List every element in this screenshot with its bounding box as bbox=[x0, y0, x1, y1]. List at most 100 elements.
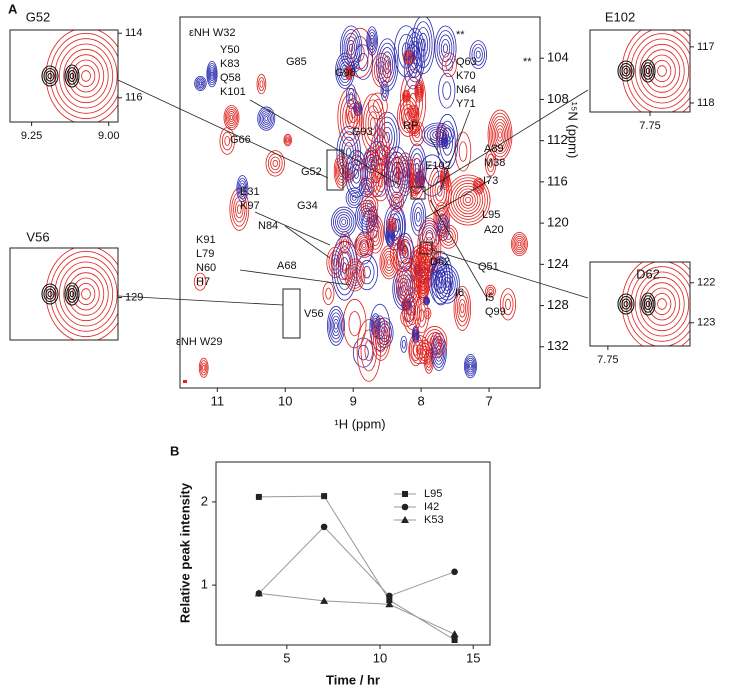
contour bbox=[423, 296, 430, 306]
contour bbox=[345, 36, 357, 60]
contour bbox=[374, 315, 386, 340]
contour bbox=[623, 67, 629, 75]
contour bbox=[493, 122, 507, 148]
contour bbox=[412, 168, 421, 190]
contour bbox=[414, 332, 417, 337]
contour bbox=[224, 107, 239, 129]
contour bbox=[333, 209, 355, 235]
contour bbox=[332, 258, 338, 267]
contour bbox=[41, 283, 59, 305]
contour bbox=[81, 70, 91, 82]
contour bbox=[378, 334, 384, 344]
contour bbox=[373, 322, 389, 357]
contour bbox=[414, 129, 420, 139]
contour bbox=[492, 118, 508, 152]
marker bbox=[450, 630, 459, 638]
x-tick-label: 10 bbox=[278, 393, 292, 408]
contour bbox=[485, 284, 496, 298]
contours bbox=[617, 262, 690, 346]
contour bbox=[437, 348, 441, 356]
peak-label: I5 bbox=[485, 292, 494, 304]
leader-line bbox=[431, 249, 589, 299]
contour bbox=[417, 217, 442, 277]
contour bbox=[623, 300, 629, 308]
contour bbox=[337, 161, 346, 181]
contour bbox=[442, 277, 452, 291]
contour bbox=[353, 44, 374, 80]
contour bbox=[196, 78, 205, 89]
contour bbox=[645, 300, 651, 308]
contour bbox=[352, 271, 358, 279]
marker bbox=[320, 523, 328, 531]
marker bbox=[254, 589, 263, 597]
contour bbox=[54, 38, 118, 114]
contour bbox=[392, 167, 402, 189]
plot-frame bbox=[589, 261, 691, 347]
contour bbox=[657, 65, 667, 77]
contour bbox=[386, 216, 397, 233]
contour bbox=[201, 362, 207, 374]
contour bbox=[387, 218, 396, 231]
peak-label: K83 bbox=[220, 58, 240, 70]
contour bbox=[349, 92, 354, 101]
peak-label: RP bbox=[403, 120, 418, 132]
contour bbox=[416, 211, 421, 222]
contour bbox=[264, 116, 269, 121]
contour bbox=[434, 132, 442, 138]
peak-label: G98 bbox=[335, 67, 356, 79]
contour bbox=[448, 177, 488, 223]
peak-label: K91 bbox=[196, 234, 216, 246]
contour bbox=[81, 288, 91, 300]
contour bbox=[407, 301, 417, 321]
peak-label: K101 bbox=[220, 86, 246, 98]
contour bbox=[439, 120, 456, 163]
contour bbox=[375, 173, 386, 193]
contour bbox=[516, 239, 523, 249]
contour bbox=[342, 262, 348, 274]
peak-label: L95 bbox=[482, 209, 500, 221]
contour bbox=[348, 103, 358, 124]
peak-label: G93 bbox=[352, 126, 373, 138]
contour bbox=[328, 309, 344, 343]
contour bbox=[385, 256, 393, 269]
contour bbox=[338, 164, 345, 178]
contour bbox=[41, 65, 59, 87]
contour bbox=[440, 273, 454, 295]
contour bbox=[434, 264, 460, 304]
contour bbox=[450, 180, 486, 220]
contour bbox=[385, 208, 404, 246]
contour bbox=[270, 156, 281, 171]
contour bbox=[502, 293, 514, 316]
inset-title: V56 bbox=[26, 229, 49, 244]
peak-label: ** bbox=[523, 56, 532, 68]
contour bbox=[368, 32, 376, 50]
plot-frame bbox=[9, 29, 119, 123]
contour bbox=[498, 131, 502, 139]
contour bbox=[342, 298, 367, 349]
contour bbox=[371, 226, 380, 243]
contour bbox=[257, 106, 276, 131]
leader-line bbox=[429, 199, 489, 301]
legend-marker bbox=[401, 503, 409, 511]
series-line bbox=[258, 495, 455, 641]
contour bbox=[402, 287, 422, 335]
contour bbox=[384, 253, 395, 272]
contour bbox=[431, 338, 438, 346]
contour bbox=[402, 89, 411, 103]
contour bbox=[196, 277, 204, 287]
contour bbox=[466, 357, 475, 375]
peak-label: Q63 bbox=[456, 56, 477, 68]
y-axis-label: ¹⁵N (ppm) bbox=[566, 102, 581, 159]
peak-label: εNH W32 bbox=[189, 27, 235, 39]
contour bbox=[377, 42, 397, 88]
contour bbox=[422, 326, 448, 359]
peak-label: I73 bbox=[483, 175, 498, 187]
contour bbox=[193, 272, 207, 291]
contour bbox=[438, 213, 445, 226]
peak-label: G66 bbox=[230, 134, 251, 146]
contour bbox=[360, 193, 379, 218]
contour bbox=[349, 159, 364, 189]
contour bbox=[626, 262, 690, 346]
x-tick-label: 9 bbox=[350, 393, 357, 408]
